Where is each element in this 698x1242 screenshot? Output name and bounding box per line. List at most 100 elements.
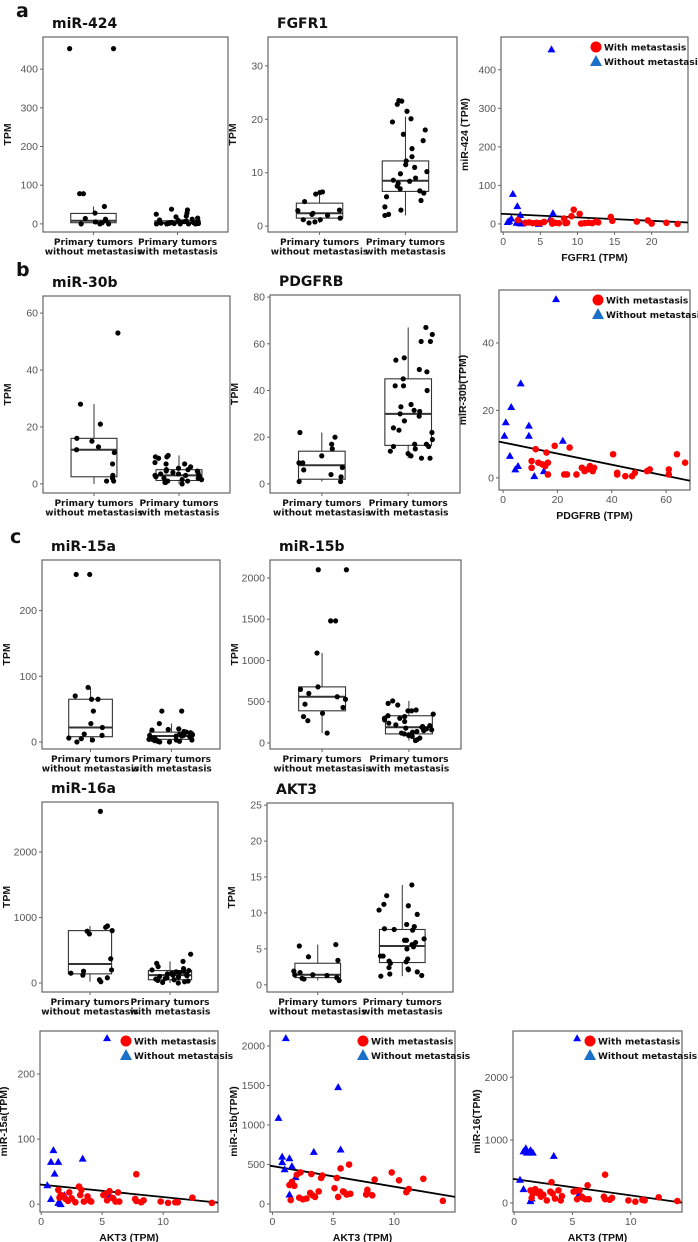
without-metastasis-point xyxy=(46,1194,55,1202)
data-point xyxy=(387,971,393,977)
data-point xyxy=(175,471,182,477)
without-metastasis-point xyxy=(287,1162,296,1170)
y-tick-label: 40 xyxy=(253,385,265,397)
with-metastasis-point xyxy=(114,1189,122,1196)
data-point xyxy=(67,46,73,52)
data-point xyxy=(392,383,398,389)
data-point xyxy=(424,169,430,175)
data-point xyxy=(383,194,390,200)
data-point xyxy=(337,215,343,221)
data-point xyxy=(317,189,323,196)
data-point xyxy=(155,964,161,970)
with-metastasis-point xyxy=(632,1198,639,1205)
data-point xyxy=(409,927,416,933)
data-point xyxy=(182,472,189,478)
x-tick-label: 0 xyxy=(500,236,506,248)
chart-title: PDGFRB xyxy=(279,274,343,290)
data-point xyxy=(429,331,435,338)
y-tick-label: 80 xyxy=(253,292,265,304)
x-tick-label: 5 xyxy=(99,1216,105,1228)
data-point xyxy=(417,408,423,415)
data-point xyxy=(314,650,320,656)
x-axis-label: AKT3 (TPM) xyxy=(99,1232,159,1242)
y-tick-label: 0 xyxy=(32,218,38,230)
data-point xyxy=(177,221,183,227)
data-point xyxy=(111,449,117,456)
data-point xyxy=(409,729,416,735)
data-point xyxy=(395,702,401,708)
legend-triangle-icon xyxy=(592,308,604,319)
category-label: Primary tumors xyxy=(280,238,359,248)
data-point xyxy=(404,921,410,928)
data-point xyxy=(176,726,182,732)
x-tick-label: 40 xyxy=(606,494,618,506)
data-point xyxy=(149,967,155,973)
data-point xyxy=(340,704,346,711)
y-tick-label: 0 xyxy=(256,979,262,991)
data-point xyxy=(108,956,114,962)
data-point xyxy=(324,212,331,219)
y-tick-label: 0 xyxy=(259,478,265,490)
without-metastasis-point xyxy=(56,1200,65,1208)
with-metastasis-point xyxy=(308,1170,315,1178)
data-point xyxy=(382,212,388,219)
y-tick-label: 0 xyxy=(257,221,263,233)
data-point xyxy=(407,178,413,184)
without-metastasis-point xyxy=(524,421,533,429)
data-point xyxy=(66,735,72,741)
data-point xyxy=(305,954,312,960)
with-metastasis-point xyxy=(608,1194,616,1202)
data-point xyxy=(109,461,116,467)
data-point xyxy=(95,696,101,702)
boxplot-miR-16a: 0 1000 2000 TPM miR-16a Primary tumorswithout… xyxy=(1,781,219,1018)
without-metastasis-point xyxy=(573,1034,582,1042)
y-tick-label: 0 xyxy=(259,737,265,749)
with-metastasis-point xyxy=(103,1196,111,1204)
data-point xyxy=(164,221,170,227)
with-metastasis-point xyxy=(622,472,629,480)
legend-triangle-icon xyxy=(357,1049,369,1060)
with-metastasis-point xyxy=(555,219,563,227)
data-point xyxy=(155,455,162,461)
with-metastasis-point xyxy=(78,1186,85,1194)
y-tick-label: 1000 xyxy=(14,912,38,924)
data-point xyxy=(306,220,312,226)
data-point xyxy=(390,443,397,450)
data-point xyxy=(295,208,301,214)
without-metastasis-point xyxy=(505,451,514,459)
with-metastasis-point xyxy=(613,471,621,478)
legend-without-label: Without metastasis xyxy=(134,1052,233,1062)
data-point xyxy=(412,175,419,181)
data-point xyxy=(312,219,318,225)
data-point xyxy=(97,221,103,227)
data-point xyxy=(390,698,396,704)
data-point xyxy=(170,469,176,476)
without-metastasis-point xyxy=(524,431,533,439)
data-point xyxy=(421,190,427,196)
with-metastasis-point xyxy=(573,471,580,478)
with-metastasis-point xyxy=(65,1189,73,1196)
data-point xyxy=(305,718,311,724)
data-point xyxy=(78,736,84,742)
x-axis-label: AKT3 (TPM) xyxy=(333,1232,393,1242)
data-point xyxy=(338,474,344,480)
data-point xyxy=(342,696,349,702)
data-point xyxy=(74,739,80,745)
y-tick-label: 200 xyxy=(478,141,496,153)
with-metastasis-point xyxy=(157,1198,164,1205)
data-point xyxy=(97,808,103,814)
data-point xyxy=(72,693,78,699)
data-point xyxy=(95,444,102,450)
data-point xyxy=(155,977,161,984)
legend-without-label: Without metastasis xyxy=(371,1052,470,1062)
y-tick-label: 2000 xyxy=(242,1041,266,1053)
data-point xyxy=(300,217,306,223)
x-axis-label: PDGFRB (TPM) xyxy=(556,510,632,522)
y-axis-label: miR-15a(TPM) xyxy=(0,1086,10,1156)
plot-frame xyxy=(269,1030,456,1213)
category-label: without metastasis xyxy=(271,248,369,258)
data-point xyxy=(300,713,307,720)
regression-line xyxy=(512,1178,683,1204)
